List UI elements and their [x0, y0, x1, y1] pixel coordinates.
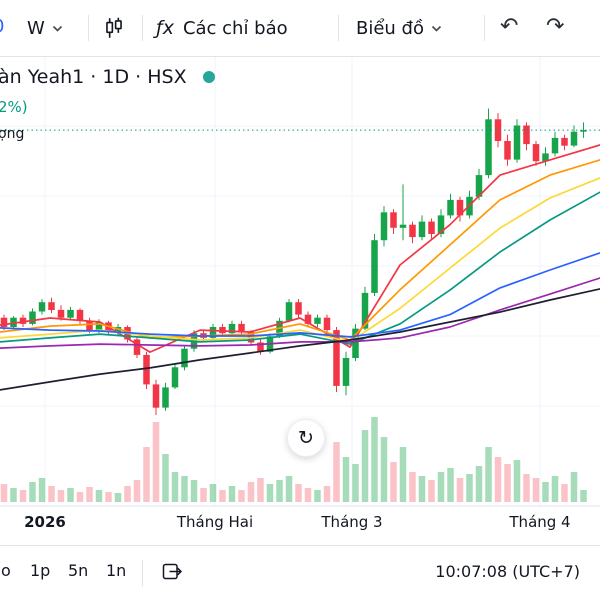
chart-menu-button[interactable]: Biểu đồ — [356, 13, 442, 43]
undo-button[interactable]: ↶ — [500, 11, 518, 43]
market-status-dot[interactable] — [202, 71, 215, 83]
candlestick-style-icon — [106, 17, 122, 38]
interval-label: W — [27, 17, 45, 39]
bottom-toolbar: o 1p 5n 1n 10:07:08 (UTC+7) — [0, 545, 600, 600]
volume-indicator-label: ợng — [0, 126, 25, 142]
toolbar-separator — [142, 15, 143, 41]
chart-legend: àn Yeah1 · 1D · HSX 2%) ợng — [0, 66, 215, 142]
interval-button[interactable]: W — [27, 13, 63, 43]
toolbar-separator — [338, 15, 339, 41]
symbol-title[interactable]: àn Yeah1 · 1D · HSX — [0, 66, 187, 88]
chart-style-button[interactable] — [101, 13, 127, 43]
redo-button[interactable]: ↷ — [546, 11, 564, 43]
toolbar-separator — [484, 15, 485, 41]
fx-icon: ƒx — [156, 17, 174, 39]
time-axis[interactable]: 2026 Tháng Hai Tháng 3 Tháng 4 — [0, 511, 600, 535]
price-change-percent: 2%) — [0, 98, 28, 116]
go-to-date-icon — [162, 563, 183, 580]
chevron-down-icon — [52, 25, 62, 32]
time-axis-label: Tháng 4 — [509, 513, 571, 531]
range-button-partial[interactable]: o — [1, 561, 11, 580]
toolbar-separator — [142, 560, 143, 586]
time-axis-label: Tháng Hai — [176, 513, 254, 531]
symbol-row: àn Yeah1 · 1D · HSX — [0, 66, 215, 88]
reload-chart-button[interactable]: ↻ — [287, 419, 325, 457]
range-button-5n[interactable]: 5n — [68, 561, 89, 580]
clock-utc[interactable]: 10:07:08 (UTC+7) — [435, 562, 580, 581]
range-button-1p[interactable]: 1p — [30, 561, 51, 580]
go-to-date-button[interactable] — [160, 560, 184, 587]
top-toolbar: 0 W ƒx Các chỉ báo B — [0, 0, 600, 57]
range-button-1n[interactable]: 1n — [106, 561, 127, 580]
indicators-label: Các chỉ báo — [182, 17, 288, 39]
time-axis-label: Tháng 3 — [321, 513, 383, 531]
reload-icon: ↻ — [298, 427, 314, 449]
indicators-button[interactable]: ƒx Các chỉ báo — [156, 13, 288, 43]
clipped-left-text[interactable]: 0 — [0, 15, 4, 39]
chart-menu-label: Biểu đồ — [356, 17, 424, 39]
chevron-down-icon — [431, 25, 442, 32]
toolbar-separator — [88, 15, 89, 41]
time-axis-label: 2026 — [24, 513, 66, 531]
